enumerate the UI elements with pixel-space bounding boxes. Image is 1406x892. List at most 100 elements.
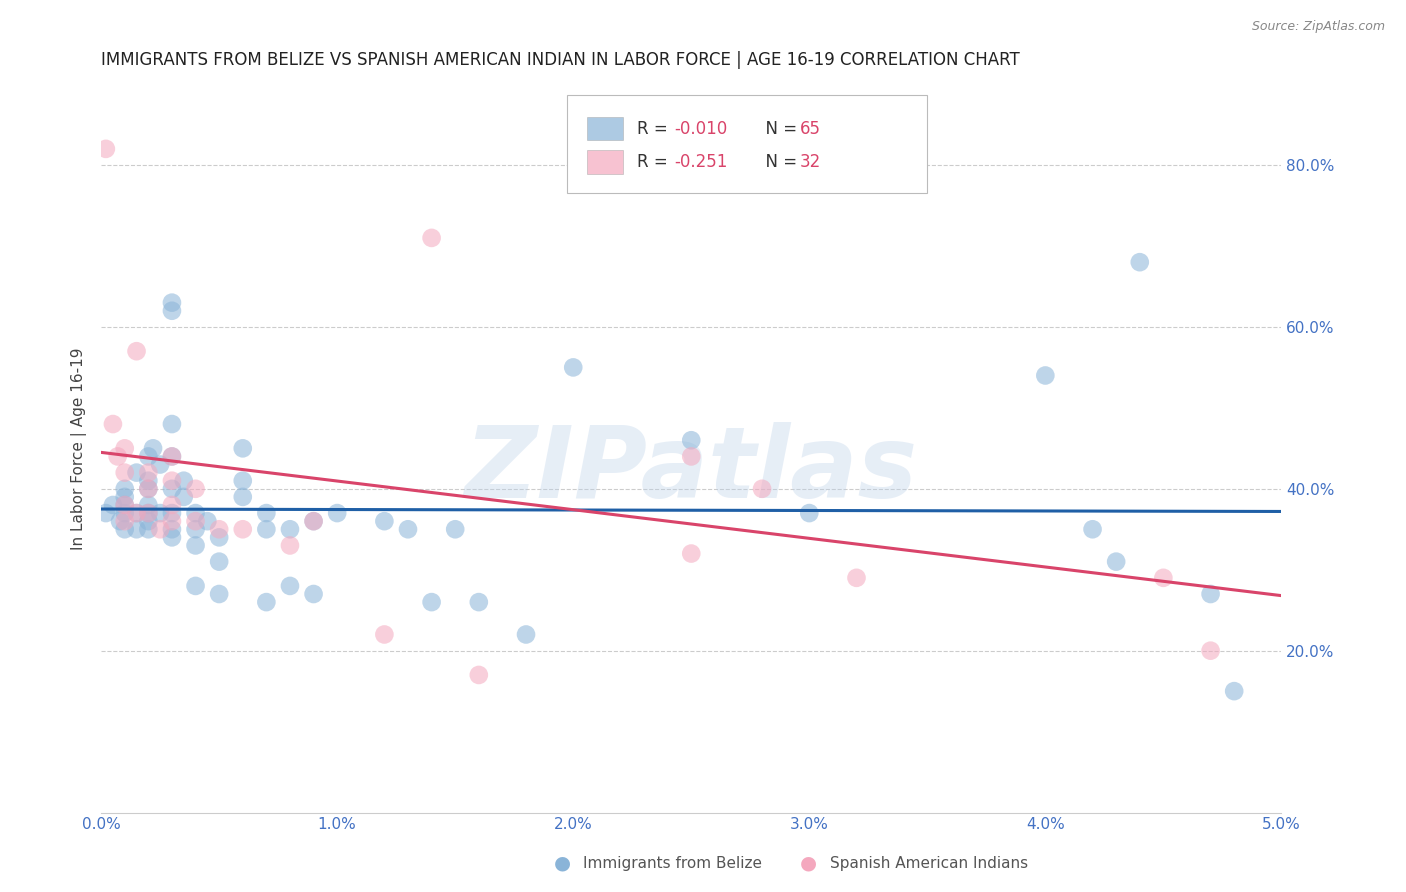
Point bbox=[208, 555, 231, 569]
Point bbox=[184, 514, 207, 528]
Point bbox=[160, 295, 183, 310]
Point bbox=[149, 458, 172, 472]
Point bbox=[751, 482, 773, 496]
Y-axis label: In Labor Force | Age 16-19: In Labor Force | Age 16-19 bbox=[72, 347, 87, 549]
Point bbox=[160, 450, 183, 464]
Text: N =: N = bbox=[755, 120, 803, 137]
Point bbox=[125, 466, 148, 480]
Point bbox=[114, 506, 136, 520]
Point bbox=[114, 482, 136, 496]
Point bbox=[1105, 555, 1128, 569]
Point bbox=[114, 522, 136, 536]
Point bbox=[302, 587, 325, 601]
Point bbox=[125, 522, 148, 536]
Point bbox=[232, 490, 254, 504]
Point bbox=[420, 595, 443, 609]
Point bbox=[160, 530, 183, 544]
Point bbox=[254, 595, 277, 609]
Point bbox=[142, 442, 165, 456]
Point bbox=[468, 668, 491, 682]
Point bbox=[138, 498, 160, 512]
Point bbox=[125, 506, 148, 520]
Point bbox=[125, 506, 148, 520]
Point bbox=[208, 530, 231, 544]
Point bbox=[160, 522, 183, 536]
Point bbox=[160, 450, 183, 464]
Point bbox=[114, 466, 136, 480]
Text: Spanish American Indians: Spanish American Indians bbox=[830, 856, 1028, 871]
Point bbox=[799, 506, 821, 520]
Point bbox=[184, 538, 207, 552]
Point bbox=[396, 522, 419, 536]
Point bbox=[1129, 255, 1152, 269]
Point bbox=[1033, 368, 1056, 383]
Point bbox=[138, 466, 160, 480]
Point bbox=[160, 514, 183, 528]
Point bbox=[101, 498, 124, 512]
Point bbox=[1152, 571, 1174, 585]
Point bbox=[173, 490, 195, 504]
Point bbox=[149, 506, 172, 520]
Point bbox=[468, 595, 491, 609]
Point bbox=[184, 522, 207, 536]
FancyBboxPatch shape bbox=[588, 117, 623, 140]
Point bbox=[160, 417, 183, 431]
Point bbox=[114, 514, 136, 528]
Point bbox=[681, 547, 703, 561]
Point bbox=[232, 522, 254, 536]
Point bbox=[160, 506, 183, 520]
Point bbox=[373, 514, 395, 528]
Text: Source: ZipAtlas.com: Source: ZipAtlas.com bbox=[1251, 20, 1385, 33]
Text: IMMIGRANTS FROM BELIZE VS SPANISH AMERICAN INDIAN IN LABOR FORCE | AGE 16-19 COR: IMMIGRANTS FROM BELIZE VS SPANISH AMERIC… bbox=[101, 51, 1019, 69]
Point bbox=[1081, 522, 1104, 536]
Point bbox=[278, 522, 301, 536]
FancyBboxPatch shape bbox=[588, 151, 623, 174]
Text: 65: 65 bbox=[800, 120, 821, 137]
Text: ●: ● bbox=[554, 854, 571, 873]
Point bbox=[138, 514, 160, 528]
Point bbox=[125, 344, 148, 359]
Point bbox=[208, 522, 231, 536]
Point bbox=[160, 474, 183, 488]
Point bbox=[138, 482, 160, 496]
Point bbox=[138, 506, 160, 520]
Point bbox=[195, 514, 218, 528]
Point bbox=[114, 498, 136, 512]
Point bbox=[94, 506, 117, 520]
Point bbox=[101, 417, 124, 431]
Point bbox=[845, 571, 868, 585]
Point bbox=[184, 579, 207, 593]
Text: Immigrants from Belize: Immigrants from Belize bbox=[583, 856, 762, 871]
Point bbox=[302, 514, 325, 528]
Point bbox=[138, 474, 160, 488]
Point bbox=[173, 474, 195, 488]
Text: ●: ● bbox=[800, 854, 817, 873]
Point bbox=[107, 450, 129, 464]
Text: -0.010: -0.010 bbox=[675, 120, 728, 137]
Point bbox=[138, 450, 160, 464]
Point bbox=[114, 498, 136, 512]
Point bbox=[114, 490, 136, 504]
Point bbox=[208, 587, 231, 601]
Text: ZIPatlas: ZIPatlas bbox=[465, 422, 918, 518]
Point bbox=[254, 522, 277, 536]
Point bbox=[681, 434, 703, 448]
Point bbox=[94, 142, 117, 156]
Point bbox=[515, 627, 537, 641]
Point bbox=[1199, 587, 1222, 601]
Point bbox=[160, 498, 183, 512]
Point bbox=[138, 482, 160, 496]
Point bbox=[108, 514, 131, 528]
Text: R =: R = bbox=[637, 120, 673, 137]
Point bbox=[444, 522, 467, 536]
Point bbox=[1223, 684, 1246, 698]
Point bbox=[681, 450, 703, 464]
Point bbox=[160, 482, 183, 496]
Point bbox=[184, 506, 207, 520]
Point bbox=[184, 482, 207, 496]
Point bbox=[562, 360, 585, 375]
Point bbox=[149, 522, 172, 536]
Point bbox=[278, 538, 301, 552]
Text: 32: 32 bbox=[800, 153, 821, 171]
Point bbox=[160, 303, 183, 318]
